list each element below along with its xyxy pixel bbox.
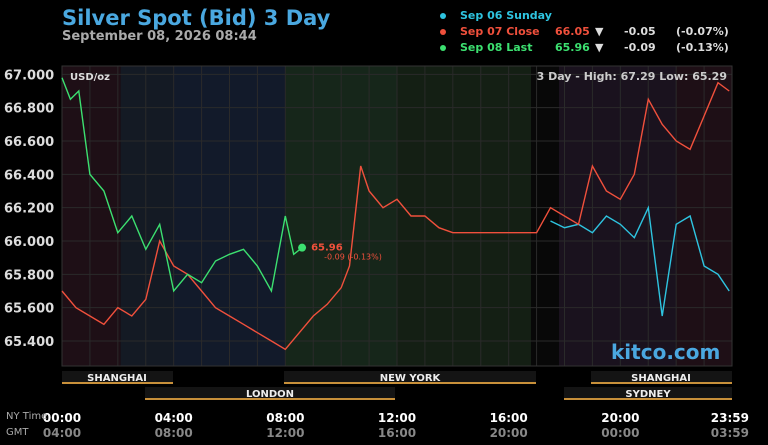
gmt-label: GMT bbox=[6, 427, 29, 438]
down-arrow-icon: ▼ bbox=[595, 41, 604, 54]
session-bar-bg bbox=[284, 371, 536, 383]
last-price-label: 65.96 bbox=[311, 243, 343, 254]
x-tick-label-ny: 16:00 bbox=[490, 411, 528, 425]
session-label: LONDON bbox=[246, 389, 294, 400]
series-line bbox=[61, 77, 303, 294]
y-tick-label: 67.000 bbox=[4, 68, 54, 83]
chart-title: Silver Spot (Bid) 3 Day bbox=[62, 6, 331, 30]
x-tick-label-gmt: 08:00 bbox=[155, 426, 193, 440]
session-bar-bg bbox=[145, 387, 395, 399]
x-tick-label-ny: 08:00 bbox=[266, 411, 304, 425]
x-tick-label-ny: 00:00 bbox=[43, 411, 81, 425]
session-label: SHANGHAI bbox=[631, 373, 691, 384]
series-line bbox=[550, 205, 730, 317]
x-tick-label-ny: 23:59 bbox=[711, 411, 749, 425]
session-band bbox=[120, 66, 174, 366]
session-band bbox=[531, 66, 559, 366]
y-tick-label: 65.600 bbox=[4, 302, 54, 317]
down-arrow-icon: ▼ bbox=[595, 25, 604, 38]
x-tick-label-gmt: 16:00 bbox=[378, 426, 416, 440]
last-change-label: -0.09 (-0.13%) bbox=[324, 253, 382, 262]
plot-frame bbox=[61, 65, 733, 367]
legend-label: Sep 08 Last bbox=[460, 41, 533, 54]
session-label: SHANGHAI bbox=[87, 373, 147, 384]
x-tick-label-ny: 20:00 bbox=[601, 411, 639, 425]
last-price-dot bbox=[298, 243, 307, 252]
x-tick-label-ny: 12:00 bbox=[378, 411, 416, 425]
x-tick-label-gmt: 03:59 bbox=[711, 426, 749, 440]
legend-pct: (-0.13%) bbox=[676, 41, 729, 54]
legend-price: 66.05 bbox=[555, 25, 590, 38]
session-bar-bg bbox=[62, 371, 173, 383]
session-label: NEW YORK bbox=[380, 373, 442, 384]
legend-dot bbox=[440, 29, 446, 35]
session-label: SYDNEY bbox=[625, 389, 671, 400]
legend-dot bbox=[440, 45, 446, 51]
unit-label: USD/oz bbox=[70, 72, 110, 83]
legend-change: -0.09 bbox=[624, 41, 656, 54]
ny-time-label: NY Time bbox=[6, 411, 48, 422]
legend-price: 65.96 bbox=[555, 41, 590, 54]
y-tick-label: 66.400 bbox=[4, 168, 54, 183]
legend-label: Sep 06 Sunday bbox=[460, 9, 552, 22]
legend-pct: (-0.07%) bbox=[676, 25, 729, 38]
x-tick-label-gmt: 04:00 bbox=[43, 426, 81, 440]
y-tick-label: 66.800 bbox=[4, 102, 54, 117]
y-tick-label: 66.600 bbox=[4, 135, 54, 150]
chart-subtitle: September 08, 2026 08:44 bbox=[62, 29, 257, 44]
series-line bbox=[61, 81, 730, 351]
x-tick-label-gmt: 00:00 bbox=[601, 426, 639, 440]
session-band bbox=[558, 66, 677, 366]
legend-change: -0.05 bbox=[624, 25, 656, 38]
session-bar-bg bbox=[591, 371, 732, 383]
x-tick-label-gmt: 20:00 bbox=[490, 426, 528, 440]
x-tick-label-ny: 04:00 bbox=[155, 411, 193, 425]
legend-dot bbox=[440, 13, 446, 19]
y-tick-label: 66.000 bbox=[4, 235, 54, 250]
y-tick-label: 65.800 bbox=[4, 268, 54, 283]
y-tick-label: 66.200 bbox=[4, 202, 54, 217]
kitco-logo: kitco.com bbox=[611, 340, 721, 364]
legend-label: Sep 07 Close bbox=[460, 25, 540, 38]
y-tick-label: 65.400 bbox=[4, 335, 54, 350]
x-tick-label-gmt: 12:00 bbox=[266, 426, 304, 440]
range-text: 3 Day - High: 67.29 Low: 65.29 bbox=[537, 70, 727, 83]
session-bar-bg bbox=[564, 387, 732, 399]
